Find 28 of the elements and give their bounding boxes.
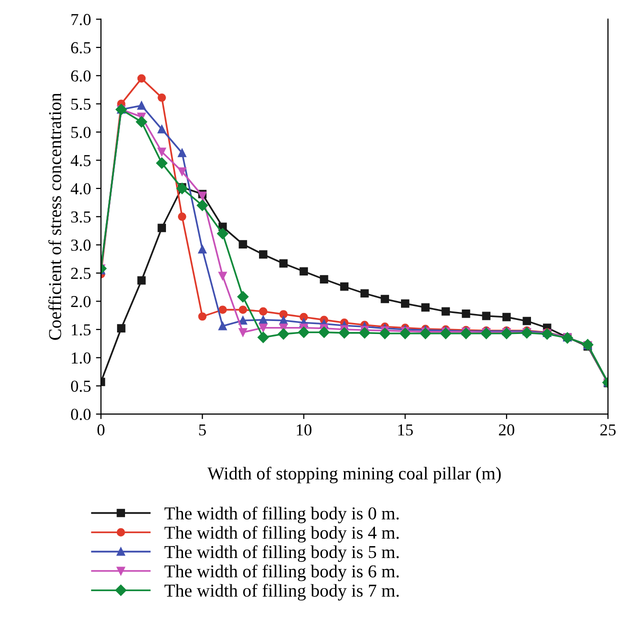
x-tick-label: 0 bbox=[97, 424, 104, 436]
y-tick-label: 1.5 bbox=[72, 324, 91, 336]
y-tick-label: 5.0 bbox=[71, 126, 91, 138]
x-tick-label: 25 bbox=[600, 424, 616, 436]
y-tick-label: 6.0 bbox=[71, 70, 91, 82]
y-tick-label: 3.5 bbox=[71, 211, 91, 223]
y-tick-label: 0.0 bbox=[71, 408, 91, 420]
legend-label: The width of filling body is 0 m. bbox=[164, 506, 399, 524]
x-tick-label: 10 bbox=[296, 424, 312, 436]
y-tick-label: 5.5 bbox=[71, 98, 91, 110]
y-tick-label: 2.0 bbox=[71, 296, 91, 308]
y-tick-label: 4.0 bbox=[70, 183, 91, 194]
legend-label: The width of filling body is 7 m. bbox=[164, 584, 399, 600]
y-tick-label: 7.0 bbox=[72, 14, 91, 26]
y-tick-label: 3.0 bbox=[71, 240, 91, 251]
y-tick-label: 0.5 bbox=[71, 380, 91, 392]
y-tick-label: 6.5 bbox=[71, 42, 91, 54]
y-tick-label: 4.5 bbox=[70, 155, 91, 166]
y-axis-title: Coefficient of stress concentration bbox=[48, 93, 62, 340]
x-tick-label: 5 bbox=[199, 424, 206, 436]
y-tick-label: 1.0 bbox=[72, 352, 91, 364]
x-tick-label: 20 bbox=[498, 424, 514, 436]
legend-label: The width of filling body is 4 m. bbox=[164, 526, 399, 543]
x-axis-title: Width of stopping mining coal pillar (m) bbox=[207, 466, 501, 484]
x-tick-label: 15 bbox=[398, 424, 413, 436]
legend-label: The width of filling body is 6 m. bbox=[164, 564, 399, 582]
legend-label: The width of filling body is 5 m. bbox=[164, 545, 399, 562]
y-tick-label: 2.5 bbox=[71, 268, 91, 280]
